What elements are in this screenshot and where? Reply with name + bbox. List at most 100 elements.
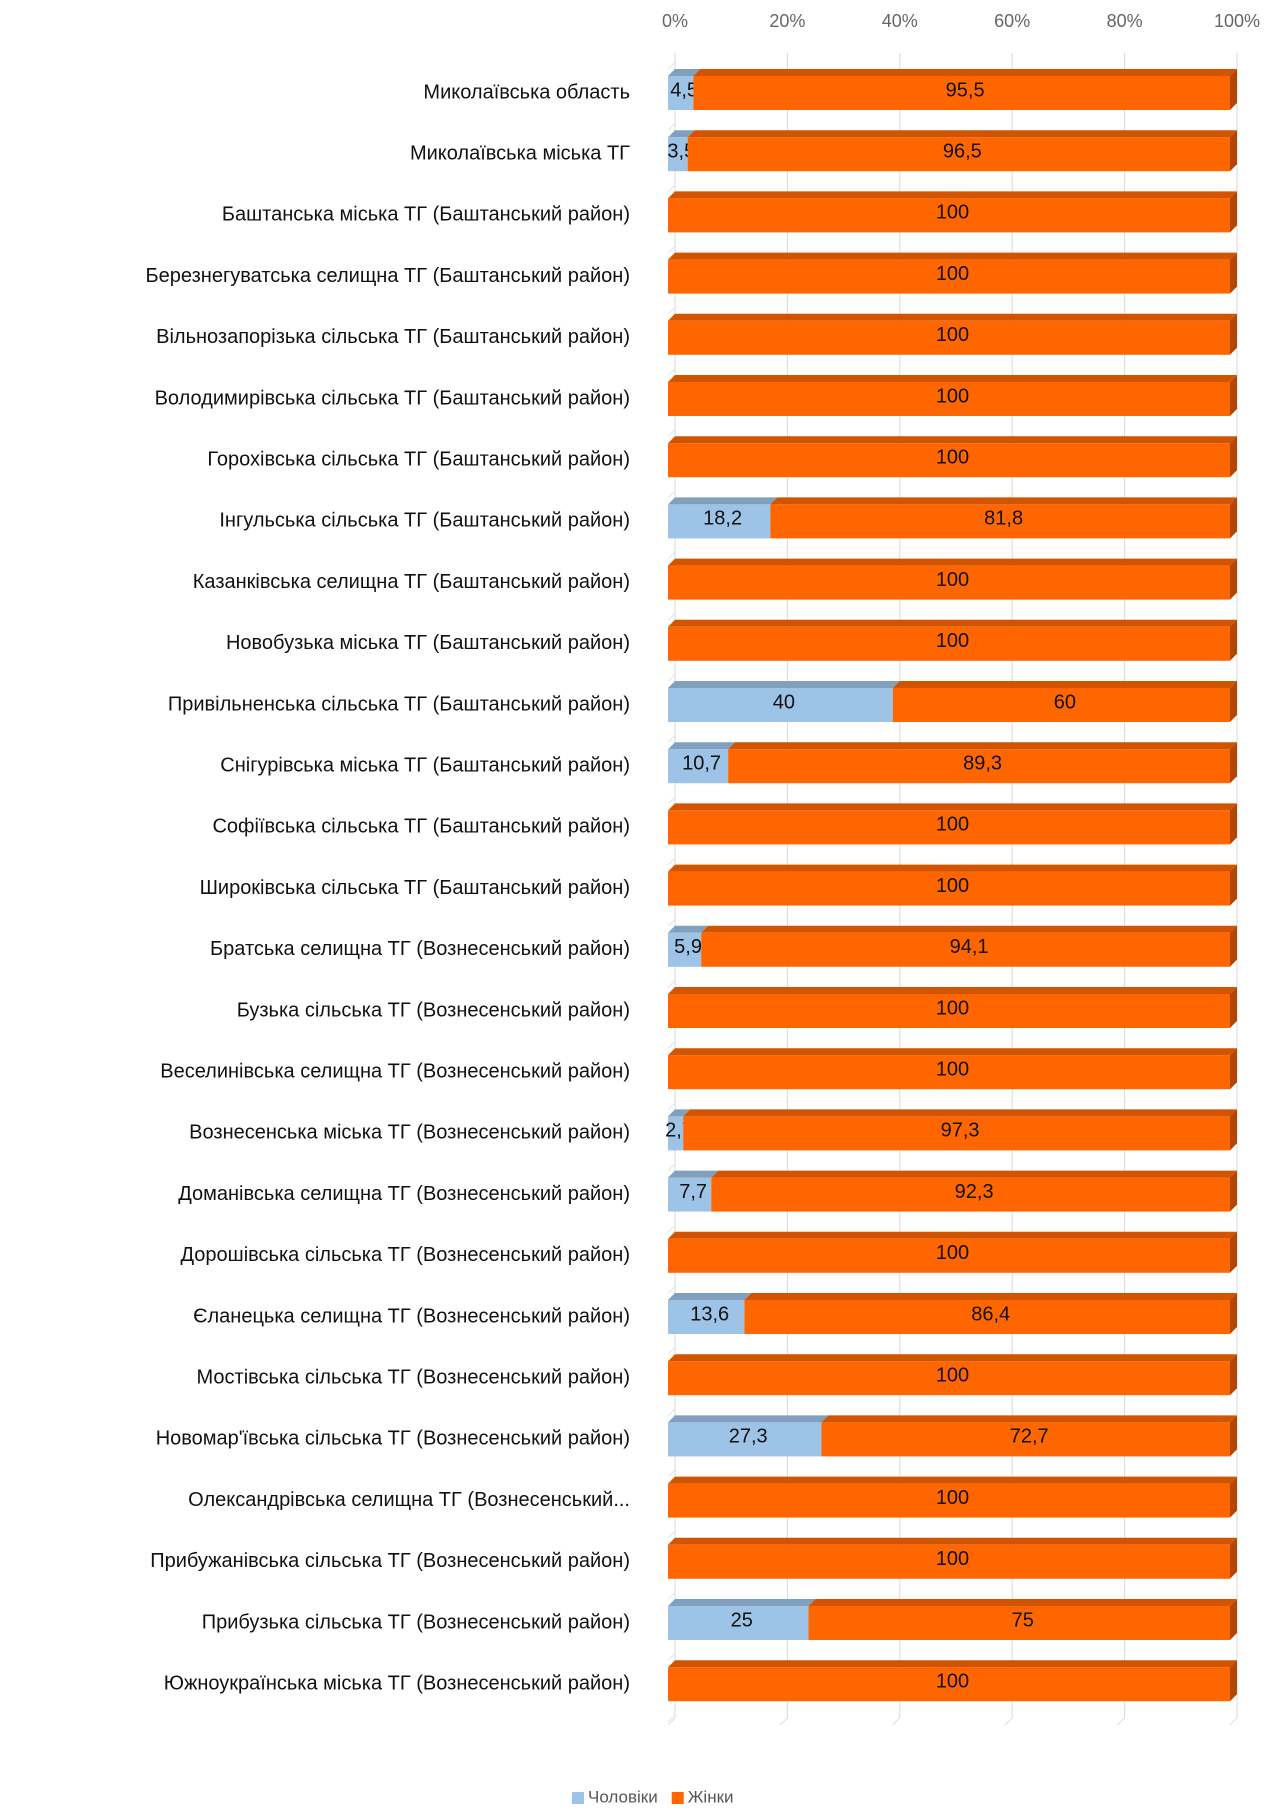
data-label: 97,3 xyxy=(941,1120,980,1142)
category-label: Миколаївська область xyxy=(423,81,630,103)
row-line xyxy=(667,551,676,560)
row-line xyxy=(667,1224,676,1233)
row-line xyxy=(667,612,676,621)
category-label: Баштанська міська ТГ (Баштанський район) xyxy=(222,204,630,226)
category-label: Снігурівська міська ТГ (Баштанський райо… xyxy=(220,754,630,776)
row-line xyxy=(667,980,676,988)
bar-top xyxy=(770,497,1237,505)
bar xyxy=(701,925,1237,967)
bar-side xyxy=(1230,1537,1237,1579)
bar-top xyxy=(892,681,1237,688)
grid-floor xyxy=(1229,1717,1238,1726)
category-label: Горохівська сільська ТГ (Баштанський рай… xyxy=(207,448,630,470)
bar-side xyxy=(1230,436,1237,478)
bar-face xyxy=(744,1300,1230,1334)
row-line xyxy=(667,1592,676,1600)
bar-side xyxy=(1230,987,1237,1028)
bar-top xyxy=(668,130,695,138)
data-label: 100 xyxy=(936,1242,969,1264)
row-line xyxy=(667,1102,676,1111)
bar xyxy=(821,1415,1237,1457)
row-line xyxy=(667,1530,676,1539)
bar xyxy=(668,925,709,967)
bar-face xyxy=(808,1606,1230,1640)
category-label: Березнегуватська селищна ТГ (Баштанський… xyxy=(146,265,630,287)
bar-face xyxy=(668,1606,809,1640)
grid-floor xyxy=(780,1717,788,1726)
category-label: Привільненська сільська ТГ (Баштанський … xyxy=(168,693,630,715)
bar xyxy=(668,69,701,110)
legend-swatch xyxy=(671,1792,684,1804)
data-label: 100 xyxy=(936,997,969,1019)
data-label: 100 xyxy=(936,1058,969,1080)
bar-side xyxy=(1230,742,1237,784)
bar xyxy=(668,191,1237,233)
data-label: 100 xyxy=(936,630,969,652)
row-line xyxy=(667,1163,676,1172)
bar-top xyxy=(668,313,1237,321)
data-label: 10,7 xyxy=(682,752,721,774)
bar xyxy=(728,742,1237,784)
bar-face xyxy=(701,932,1230,967)
x-tick-label: 20% xyxy=(769,11,805,31)
data-label: 60 xyxy=(1054,691,1076,713)
bar-face xyxy=(668,504,771,539)
bar-side xyxy=(1230,1599,1237,1640)
bar-face xyxy=(668,443,1230,478)
bar-face xyxy=(668,932,702,967)
bar xyxy=(668,619,1237,661)
bar-top xyxy=(668,252,1237,260)
bar-face xyxy=(668,626,1230,661)
bar-side xyxy=(1230,925,1237,967)
bar-top xyxy=(693,69,1237,76)
data-label: 27,3 xyxy=(729,1426,768,1448)
category-label: Олександрівська селищна ТГ (Вознесенськи… xyxy=(188,1489,630,1511)
bar xyxy=(668,1415,829,1457)
bar-face xyxy=(668,259,1230,294)
bar xyxy=(668,436,1237,478)
row-line xyxy=(667,1469,676,1478)
bar-face xyxy=(668,1177,712,1212)
bar-side xyxy=(1230,191,1237,233)
category-label: Южноукраїнська міська ТГ (Вознесенський … xyxy=(164,1672,630,1694)
bar-top xyxy=(668,1293,752,1300)
row-line xyxy=(667,429,676,437)
row-line xyxy=(667,306,676,315)
bar-top xyxy=(687,130,1237,138)
bar xyxy=(668,1476,1237,1518)
bar-top xyxy=(668,1170,719,1178)
bar xyxy=(668,1293,752,1334)
bar-top xyxy=(728,742,1237,750)
bar-side xyxy=(1230,1476,1237,1518)
category-label: Широківська сільська ТГ (Баштанський рай… xyxy=(200,877,630,899)
bar-top xyxy=(668,375,1237,382)
bar-face xyxy=(668,1544,1230,1579)
category-label: Бузька сільська ТГ (Вознесенський район) xyxy=(237,999,630,1021)
bar-top xyxy=(668,1048,1237,1056)
bar xyxy=(668,1048,1237,1090)
bar-top xyxy=(668,803,1237,811)
bar-face xyxy=(668,1116,684,1151)
bar-side xyxy=(1230,313,1237,355)
bar xyxy=(668,313,1237,355)
bar xyxy=(683,1109,1237,1151)
bar-top xyxy=(668,191,1237,199)
bar-face xyxy=(668,1422,822,1457)
category-label: Володимирівська сільська ТГ (Баштанський… xyxy=(155,387,630,409)
bar-top xyxy=(744,1293,1237,1300)
row-line xyxy=(667,368,676,376)
bar xyxy=(668,1599,816,1640)
bar-top xyxy=(668,497,778,505)
data-label: 7,7 xyxy=(679,1181,707,1203)
legend-label: Жінки xyxy=(688,1787,734,1806)
data-label: 18,2 xyxy=(703,508,742,530)
bar-face xyxy=(668,688,893,722)
bar-top xyxy=(668,925,709,933)
bar xyxy=(668,1170,719,1212)
row-line xyxy=(667,490,676,499)
data-label: 100 xyxy=(936,1670,969,1692)
bar-top xyxy=(668,69,701,76)
bar xyxy=(668,130,695,172)
bar-top xyxy=(668,1354,1237,1362)
